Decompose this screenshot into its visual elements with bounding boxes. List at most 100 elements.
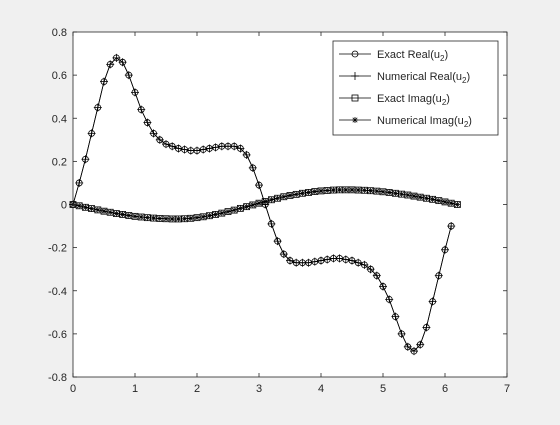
series-4-point — [181, 215, 188, 222]
legend-label-end: ) — [468, 115, 472, 127]
series-4-point — [454, 201, 461, 208]
series-4-point — [218, 210, 225, 217]
legend-label: Numerical Real(u2) — [377, 71, 470, 85]
legend-box — [332, 40, 499, 136]
series-4-point — [82, 204, 89, 211]
series-4-point — [76, 202, 83, 209]
series-4-point — [398, 191, 405, 198]
series-4-point — [274, 195, 281, 202]
series-4-point — [305, 189, 312, 196]
series-4-point — [280, 193, 287, 200]
legend-marker — [351, 94, 359, 102]
legend-entry[interactable]: Numerical Real(u2) — [339, 71, 470, 85]
series-4-point — [367, 187, 374, 194]
series-2-point — [211, 143, 220, 152]
series-2-point — [310, 257, 319, 266]
series-2-point — [199, 145, 208, 154]
series-2-point — [372, 271, 381, 280]
series-2-point — [248, 163, 257, 172]
series-2-line — [72, 57, 452, 352]
legend-marker — [351, 72, 359, 80]
series-4-point — [448, 200, 455, 207]
series-2-point — [180, 145, 189, 154]
series-2-point — [131, 88, 139, 97]
series-2-point — [441, 245, 449, 254]
legend-label-end: ) — [446, 93, 450, 105]
series-2-point — [304, 258, 313, 267]
legend-marker — [351, 50, 359, 58]
series-2-point — [447, 222, 456, 231]
series-2-point — [410, 347, 418, 356]
series-2-point — [137, 105, 146, 114]
legend-entry[interactable]: Exact Real(u2) — [339, 49, 448, 63]
series-2-point — [155, 135, 164, 144]
series-4-point — [113, 210, 120, 217]
y-tick-label: -0.8 — [48, 372, 67, 384]
series-2-point — [124, 71, 133, 80]
series-4-point — [156, 215, 163, 222]
series-4-point — [423, 195, 430, 202]
series-4-point — [132, 213, 138, 220]
y-tick-label: 0.6 — [52, 70, 67, 82]
series-2-point — [273, 237, 282, 246]
series-4-point — [249, 201, 256, 208]
series-4-point — [435, 197, 442, 204]
x-tick-label: 4 — [318, 383, 324, 395]
series-4-point — [175, 215, 182, 222]
series-4-point — [417, 194, 424, 201]
series-4-point — [212, 211, 219, 218]
series-4-point — [101, 208, 107, 215]
series-4-point — [256, 200, 262, 207]
series-2-point — [348, 256, 356, 265]
legend-entry[interactable]: Exact Imag(u2) — [339, 93, 450, 107]
series-4-point — [194, 214, 200, 221]
legend-label-main: Numerical Real(u — [377, 71, 462, 83]
x-tick-label: 1 — [132, 383, 138, 395]
series-2-point — [360, 260, 369, 269]
series-2-point — [267, 219, 276, 228]
series-4-point — [150, 215, 157, 222]
x-tick-label: 0 — [70, 383, 76, 395]
series-4-point — [237, 205, 244, 212]
series-2-point — [286, 256, 294, 265]
series-2-point — [81, 155, 90, 164]
series-4-point — [287, 192, 293, 199]
legend-label-subscript: 2 — [440, 54, 445, 63]
series-4-point — [231, 207, 238, 214]
series-2-point — [366, 265, 375, 274]
series-2-point — [385, 295, 394, 304]
series-4-point — [119, 211, 126, 218]
legend-label: Exact Real(u2) — [377, 49, 448, 63]
y-tick-label: 0.4 — [52, 113, 67, 125]
series-2-point — [379, 282, 387, 291]
series-layer — [69, 53, 461, 356]
series-2-point — [93, 103, 102, 112]
series-4-point — [163, 215, 169, 222]
y-tick-label: -0.2 — [48, 243, 67, 255]
series-2-point — [118, 58, 127, 67]
legend[interactable]: Exact Real(u2)Numerical Real(u2)Exact Im… — [332, 40, 499, 136]
legend-label-end: ) — [444, 49, 448, 61]
y-tick-label: 0.8 — [52, 27, 67, 39]
series-2-point — [434, 271, 443, 280]
series-2-point — [168, 142, 177, 151]
legend-label: Exact Imag(u2) — [377, 93, 450, 107]
legend-entry[interactable]: Numerical Imag(u2) — [339, 115, 472, 129]
series-4-point — [243, 203, 250, 210]
series-4-point — [373, 188, 380, 195]
series-4-point — [138, 214, 145, 221]
legend-label: Numerical Imag(u2) — [377, 115, 472, 129]
series-4-point — [342, 186, 349, 193]
series-4-point — [349, 186, 355, 193]
series-2-point — [416, 340, 425, 349]
y-tick-label: 0.2 — [52, 156, 67, 168]
series-2-point — [174, 144, 183, 153]
series-4-point — [318, 187, 324, 194]
y-tick-label: 0 — [61, 200, 67, 212]
series-4-point — [336, 186, 343, 193]
series-4-point — [262, 198, 269, 205]
series-4-point — [88, 205, 95, 212]
series-2-point — [100, 77, 108, 86]
legend-label-subscript: 2 — [462, 76, 467, 85]
